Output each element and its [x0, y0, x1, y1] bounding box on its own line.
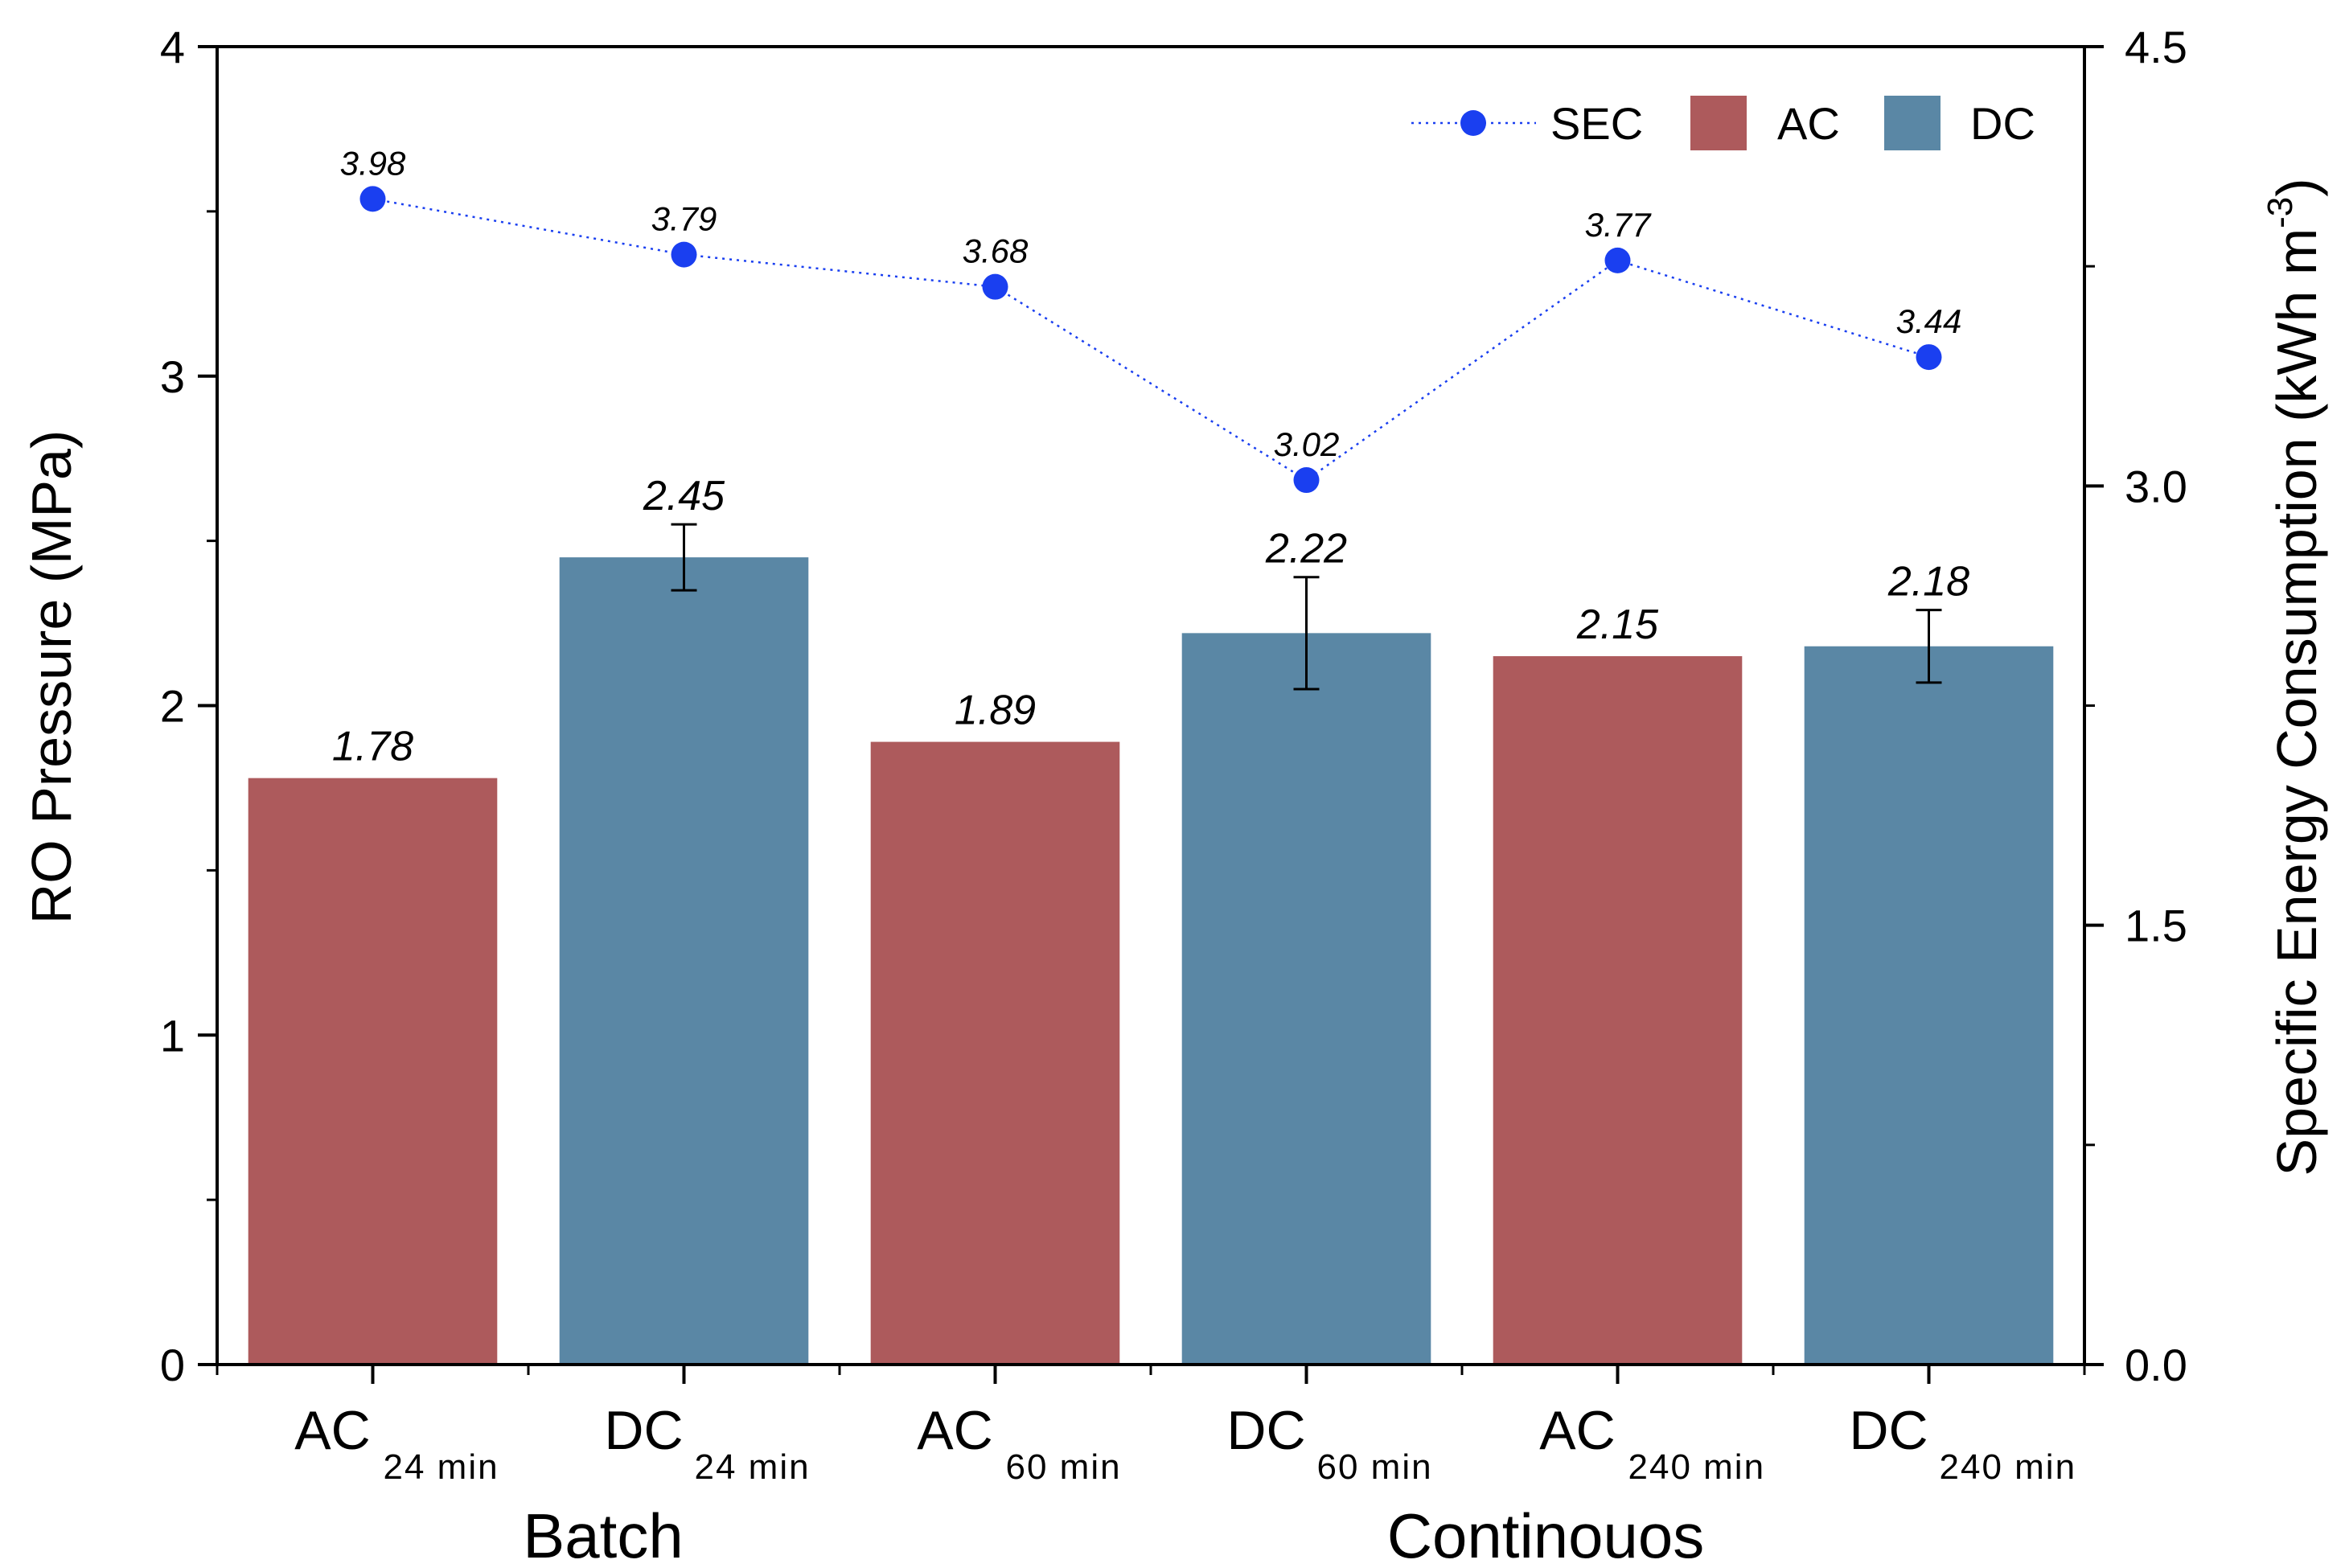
- error-bar-3: [1293, 576, 1320, 691]
- sec-value-label-3: 3.02: [1274, 425, 1340, 463]
- x-tick-label-3: DC: [1226, 1400, 1305, 1461]
- sec-value-label-4: 3.77: [1585, 206, 1652, 244]
- axes: [198, 45, 2104, 1384]
- group-label-0: Batch: [523, 1500, 683, 1568]
- error-bar-1: [671, 523, 697, 592]
- x-tick-sublabel-0: 24 min: [384, 1447, 499, 1487]
- sec-series: [359, 186, 1942, 494]
- legend-label-sec: SEC: [1550, 98, 1643, 149]
- legend-swatch-ac: [1690, 96, 1747, 150]
- legend-item-sec: SEC: [1411, 98, 1643, 149]
- y2-axis-title-sup: -3: [2261, 197, 2300, 228]
- y2-tick-label-0: 0.0: [2125, 1340, 2187, 1390]
- group-label-1: Continouos: [1387, 1500, 1705, 1568]
- bar-dc-5: [1804, 646, 2054, 1365]
- bar-ac-4: [1493, 656, 1743, 1365]
- sec-value-label-5: 3.44: [1896, 302, 1962, 340]
- sec-point-1: [671, 241, 697, 268]
- bar-ac-0: [248, 778, 498, 1365]
- bar-value-label-0: 1.78: [332, 724, 413, 770]
- bars: [248, 557, 2054, 1365]
- sec-point-2: [982, 273, 1008, 300]
- y-tick-label-0: 0: [160, 1340, 185, 1390]
- sec-point-4: [1604, 247, 1631, 273]
- legend-item-dc: DC: [1884, 96, 2035, 150]
- y2-tick-label-2: 3.0: [2125, 461, 2187, 511]
- labels: 1.781.892.152.452.222.183.983.793.683.02…: [160, 22, 2187, 1568]
- bar-value-label-5: 2.18: [1887, 559, 1969, 605]
- legend-swatch-dc: [1884, 96, 1940, 150]
- y2-axis-title-close: ): [2265, 178, 2328, 196]
- y-axis-title: RO Pressure (MPa): [20, 430, 83, 925]
- x-tick-label-4: AC: [1539, 1400, 1615, 1461]
- sec-point-3: [1293, 467, 1320, 494]
- x-tick-label-5: DC: [1849, 1400, 1928, 1461]
- bar-value-label-1: 2.45: [643, 473, 725, 519]
- x-tick-sublabel-5: 240 min: [1940, 1447, 2077, 1487]
- sec-value-label-0: 3.98: [340, 144, 406, 182]
- error-bar-5: [1916, 609, 1942, 684]
- y2-axis-title-main: Specific Energy Consumption (kWh m: [2265, 228, 2328, 1176]
- bar-value-label-4: 2.15: [1576, 601, 1659, 648]
- x-tick-label-0: AC: [294, 1400, 370, 1461]
- x-tick-label-1: DC: [604, 1400, 683, 1461]
- bar-value-label-3: 2.22: [1265, 526, 1347, 573]
- bar-dc-3: [1181, 633, 1431, 1365]
- error-bars: [671, 523, 1942, 691]
- legend-sec-marker: [1460, 110, 1486, 136]
- sec-value-label-1: 3.79: [651, 200, 717, 238]
- x-tick-sublabel-3: 60 min: [1317, 1447, 1433, 1487]
- sec-point-5: [1916, 344, 1942, 371]
- sec-value-label-2: 3.68: [963, 232, 1029, 270]
- y2-tick-label-1: 1.5: [2125, 901, 2187, 951]
- x-tick-sublabel-4: 240 min: [1628, 1447, 1766, 1487]
- legend-item-ac: AC: [1690, 96, 1840, 150]
- legend-label-ac: AC: [1777, 98, 1840, 149]
- legend: SEC AC DC: [1411, 96, 2035, 150]
- bar-ac-2: [870, 741, 1120, 1365]
- legend-label-dc: DC: [1970, 98, 2035, 149]
- y2-tick-label-3: 4.5: [2125, 22, 2187, 72]
- y-tick-label-1: 1: [160, 1010, 185, 1061]
- y-tick-label-4: 4: [160, 22, 185, 72]
- x-tick-label-2: AC: [917, 1400, 992, 1461]
- x-tick-sublabel-2: 60 min: [1006, 1447, 1122, 1487]
- bar-dc-1: [559, 557, 809, 1365]
- bar-value-label-2: 1.89: [955, 688, 1036, 734]
- y2-axis-title: Specific Energy Consumption (kWh m-3): [2261, 178, 2328, 1176]
- x-tick-sublabel-1: 24 min: [695, 1447, 811, 1487]
- sec-point-0: [359, 186, 386, 212]
- y-tick-label-3: 3: [160, 351, 185, 402]
- sec-line: [372, 198, 1929, 482]
- y-tick-label-2: 2: [160, 681, 185, 732]
